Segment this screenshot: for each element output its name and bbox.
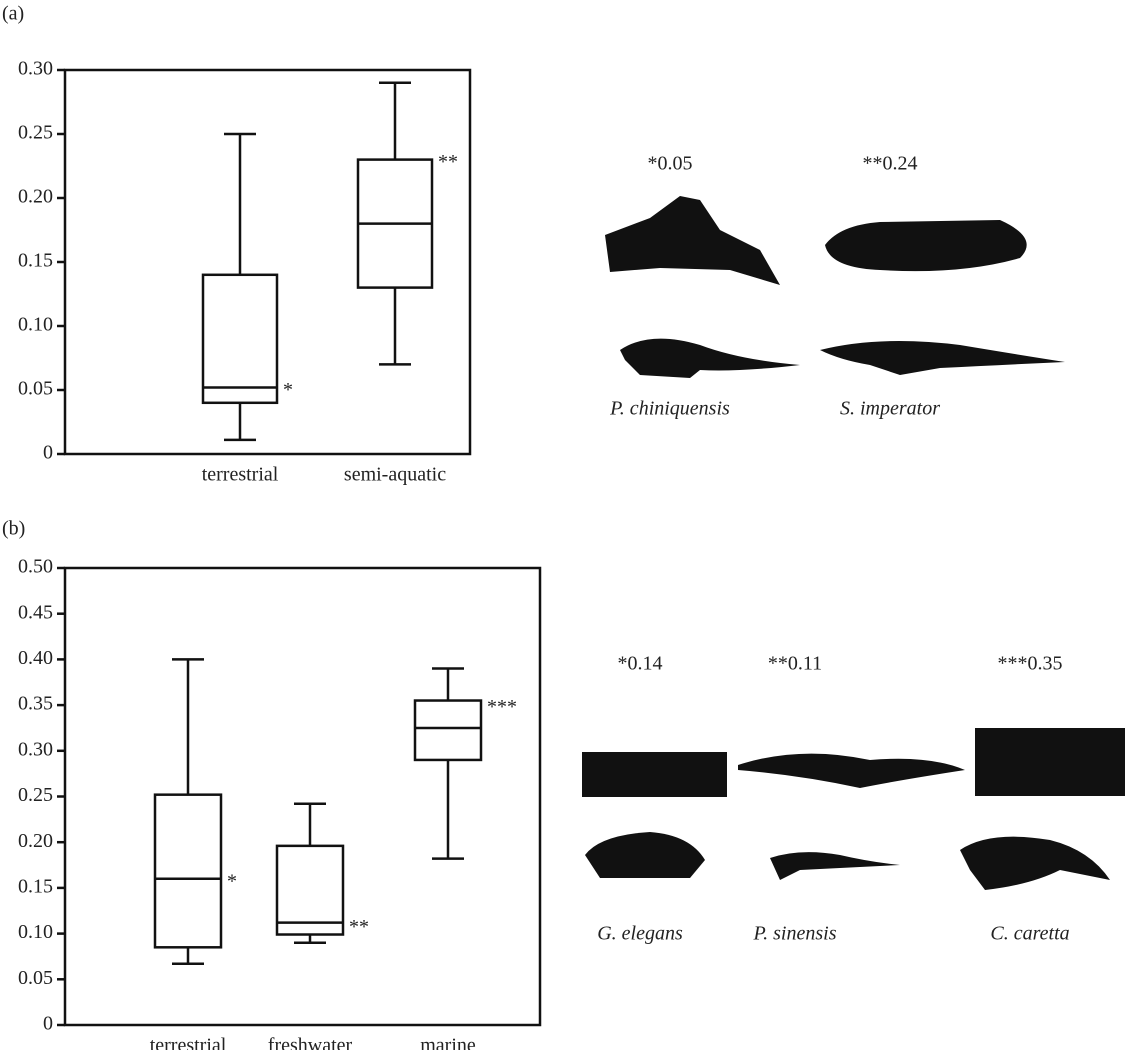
y-tick-label: 0: [43, 442, 53, 464]
y-tick-label: 0.15: [18, 875, 53, 897]
annotation: **: [438, 151, 458, 173]
species-name: P. sinensis: [753, 923, 837, 945]
y-tick-label: 0.10: [18, 314, 53, 336]
silhouettes: [582, 196, 1125, 890]
species-name: P. chiniquensis: [609, 398, 730, 420]
y-tick-label: 0.20: [18, 830, 53, 852]
box: [201, 273, 279, 405]
species-name: C. caretta: [990, 923, 1069, 945]
y-tick-label: 0.50: [18, 556, 53, 578]
plot-frame: [63, 68, 472, 456]
y-tick-label: 0.30: [18, 58, 53, 80]
x-tick-label: terrestrial: [150, 1035, 227, 1050]
annotation: *: [283, 379, 293, 401]
box: [275, 844, 345, 936]
y-tick-label: 0.45: [18, 601, 53, 623]
y-tick-label: 0.05: [18, 378, 53, 400]
species-name: G. elegans: [597, 923, 683, 945]
annotation: **: [349, 916, 369, 938]
x-tick-label: marine: [420, 1035, 476, 1050]
box: [413, 699, 483, 762]
y-tick-label: 0.30: [18, 738, 53, 760]
y-tick-label: 0.05: [18, 967, 53, 989]
y-tick-label: 0.35: [18, 693, 53, 715]
y-tick-label: 0: [43, 1013, 53, 1035]
x-tick-label: semi-aquatic: [344, 464, 446, 486]
plot-frame: [63, 566, 542, 1027]
y-tick-label: 0.10: [18, 921, 53, 943]
y-tick-label: 0.20: [18, 186, 53, 208]
annotation: ***: [487, 696, 517, 718]
y-tick-label: 0.40: [18, 647, 53, 669]
panel-label: (a): [2, 3, 24, 25]
panel-label: (b): [2, 518, 25, 540]
specimen-label: **0.11: [768, 653, 822, 675]
y-tick-label: 0.25: [18, 784, 53, 806]
y-tick-label: 0.15: [18, 250, 53, 272]
specimen-label: *0.14: [618, 653, 663, 675]
specimen-label: ***0.35: [998, 653, 1063, 675]
y-tick-label: 0.25: [18, 122, 53, 144]
x-tick-label: terrestrial: [202, 464, 279, 486]
species-name: S. imperator: [840, 398, 940, 420]
annotation: *: [227, 870, 237, 892]
x-tick-label: freshwater: [268, 1035, 353, 1050]
specimen-label: *0.05: [648, 153, 693, 175]
box: [153, 793, 223, 949]
specimen-label: **0.24: [863, 153, 918, 175]
